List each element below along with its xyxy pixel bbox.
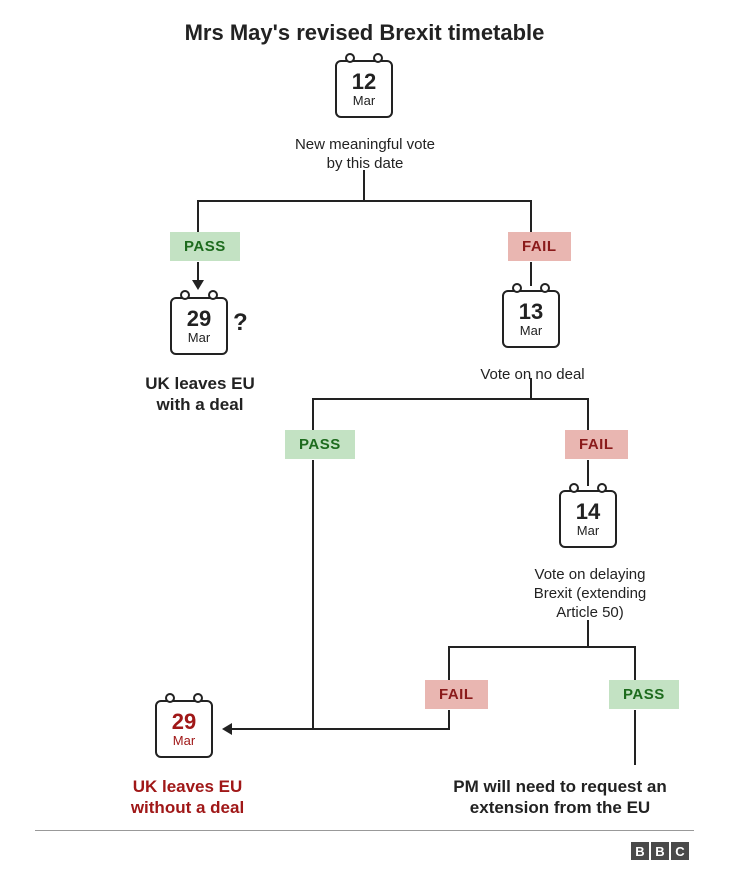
badge-fail-3: FAIL <box>425 680 488 709</box>
flowchart-canvas: Mrs May's revised Brexit timetable 12 Ma… <box>0 0 729 889</box>
caption-uk-leaves-deal: UK leaves EU with a deal <box>120 373 280 416</box>
badge-pass-1: PASS <box>170 232 240 261</box>
connector <box>312 460 314 730</box>
connector <box>197 200 199 232</box>
caption-14-mar: Vote on delaying Brexit (extending Artic… <box>505 566 675 622</box>
connector <box>634 710 636 765</box>
cal-day: 13 <box>519 301 543 323</box>
connector <box>530 262 532 286</box>
caption-13-mar: Vote on no deal <box>450 366 615 385</box>
connector <box>587 460 589 486</box>
connector <box>448 710 450 730</box>
cal-month: Mar <box>577 524 599 537</box>
caption-extension: PM will need to request an extension fro… <box>420 776 700 819</box>
arrow-icon <box>192 280 204 290</box>
connector <box>587 620 589 648</box>
badge-pass-2: PASS <box>285 430 355 459</box>
cal-day: 29 <box>187 308 211 330</box>
cal-month: Mar <box>520 324 542 337</box>
cal-month: Mar <box>353 94 375 107</box>
cal-day: 14 <box>576 501 600 523</box>
connector <box>312 398 589 400</box>
cal-month: Mar <box>173 734 195 747</box>
arrow-icon <box>222 723 232 735</box>
connector <box>448 646 450 680</box>
cal-day: 29 <box>172 711 196 733</box>
calendar-13-mar: 13 Mar <box>502 290 560 348</box>
caption-12-mar: New meaningful vote by this date <box>260 136 470 174</box>
connector <box>530 378 532 400</box>
calendar-29-mar-deal: 29 Mar ? <box>170 297 228 355</box>
connector <box>448 646 636 648</box>
calendar-29-mar-nodeal: 29 Mar <box>155 700 213 758</box>
connector <box>197 262 199 282</box>
bbc-logo: BBC <box>631 842 689 860</box>
connector <box>230 728 450 730</box>
calendar-14-mar: 14 Mar <box>559 490 617 548</box>
cal-month: Mar <box>188 331 210 344</box>
connector <box>587 398 589 430</box>
connector <box>312 398 314 430</box>
connector <box>197 200 532 202</box>
chart-title: Mrs May's revised Brexit timetable <box>0 0 729 46</box>
caption-uk-leaves-nodeal: UK leaves EU without a deal <box>100 776 275 819</box>
connector <box>634 646 636 680</box>
badge-fail-2: FAIL <box>565 430 628 459</box>
connector <box>530 200 532 232</box>
connector <box>363 170 365 202</box>
badge-fail-1: FAIL <box>508 232 571 261</box>
footer-divider <box>35 830 694 831</box>
question-mark: ? <box>233 309 248 337</box>
cal-day: 12 <box>352 71 376 93</box>
badge-pass-3: PASS <box>609 680 679 709</box>
calendar-12-mar: 12 Mar <box>335 60 393 118</box>
